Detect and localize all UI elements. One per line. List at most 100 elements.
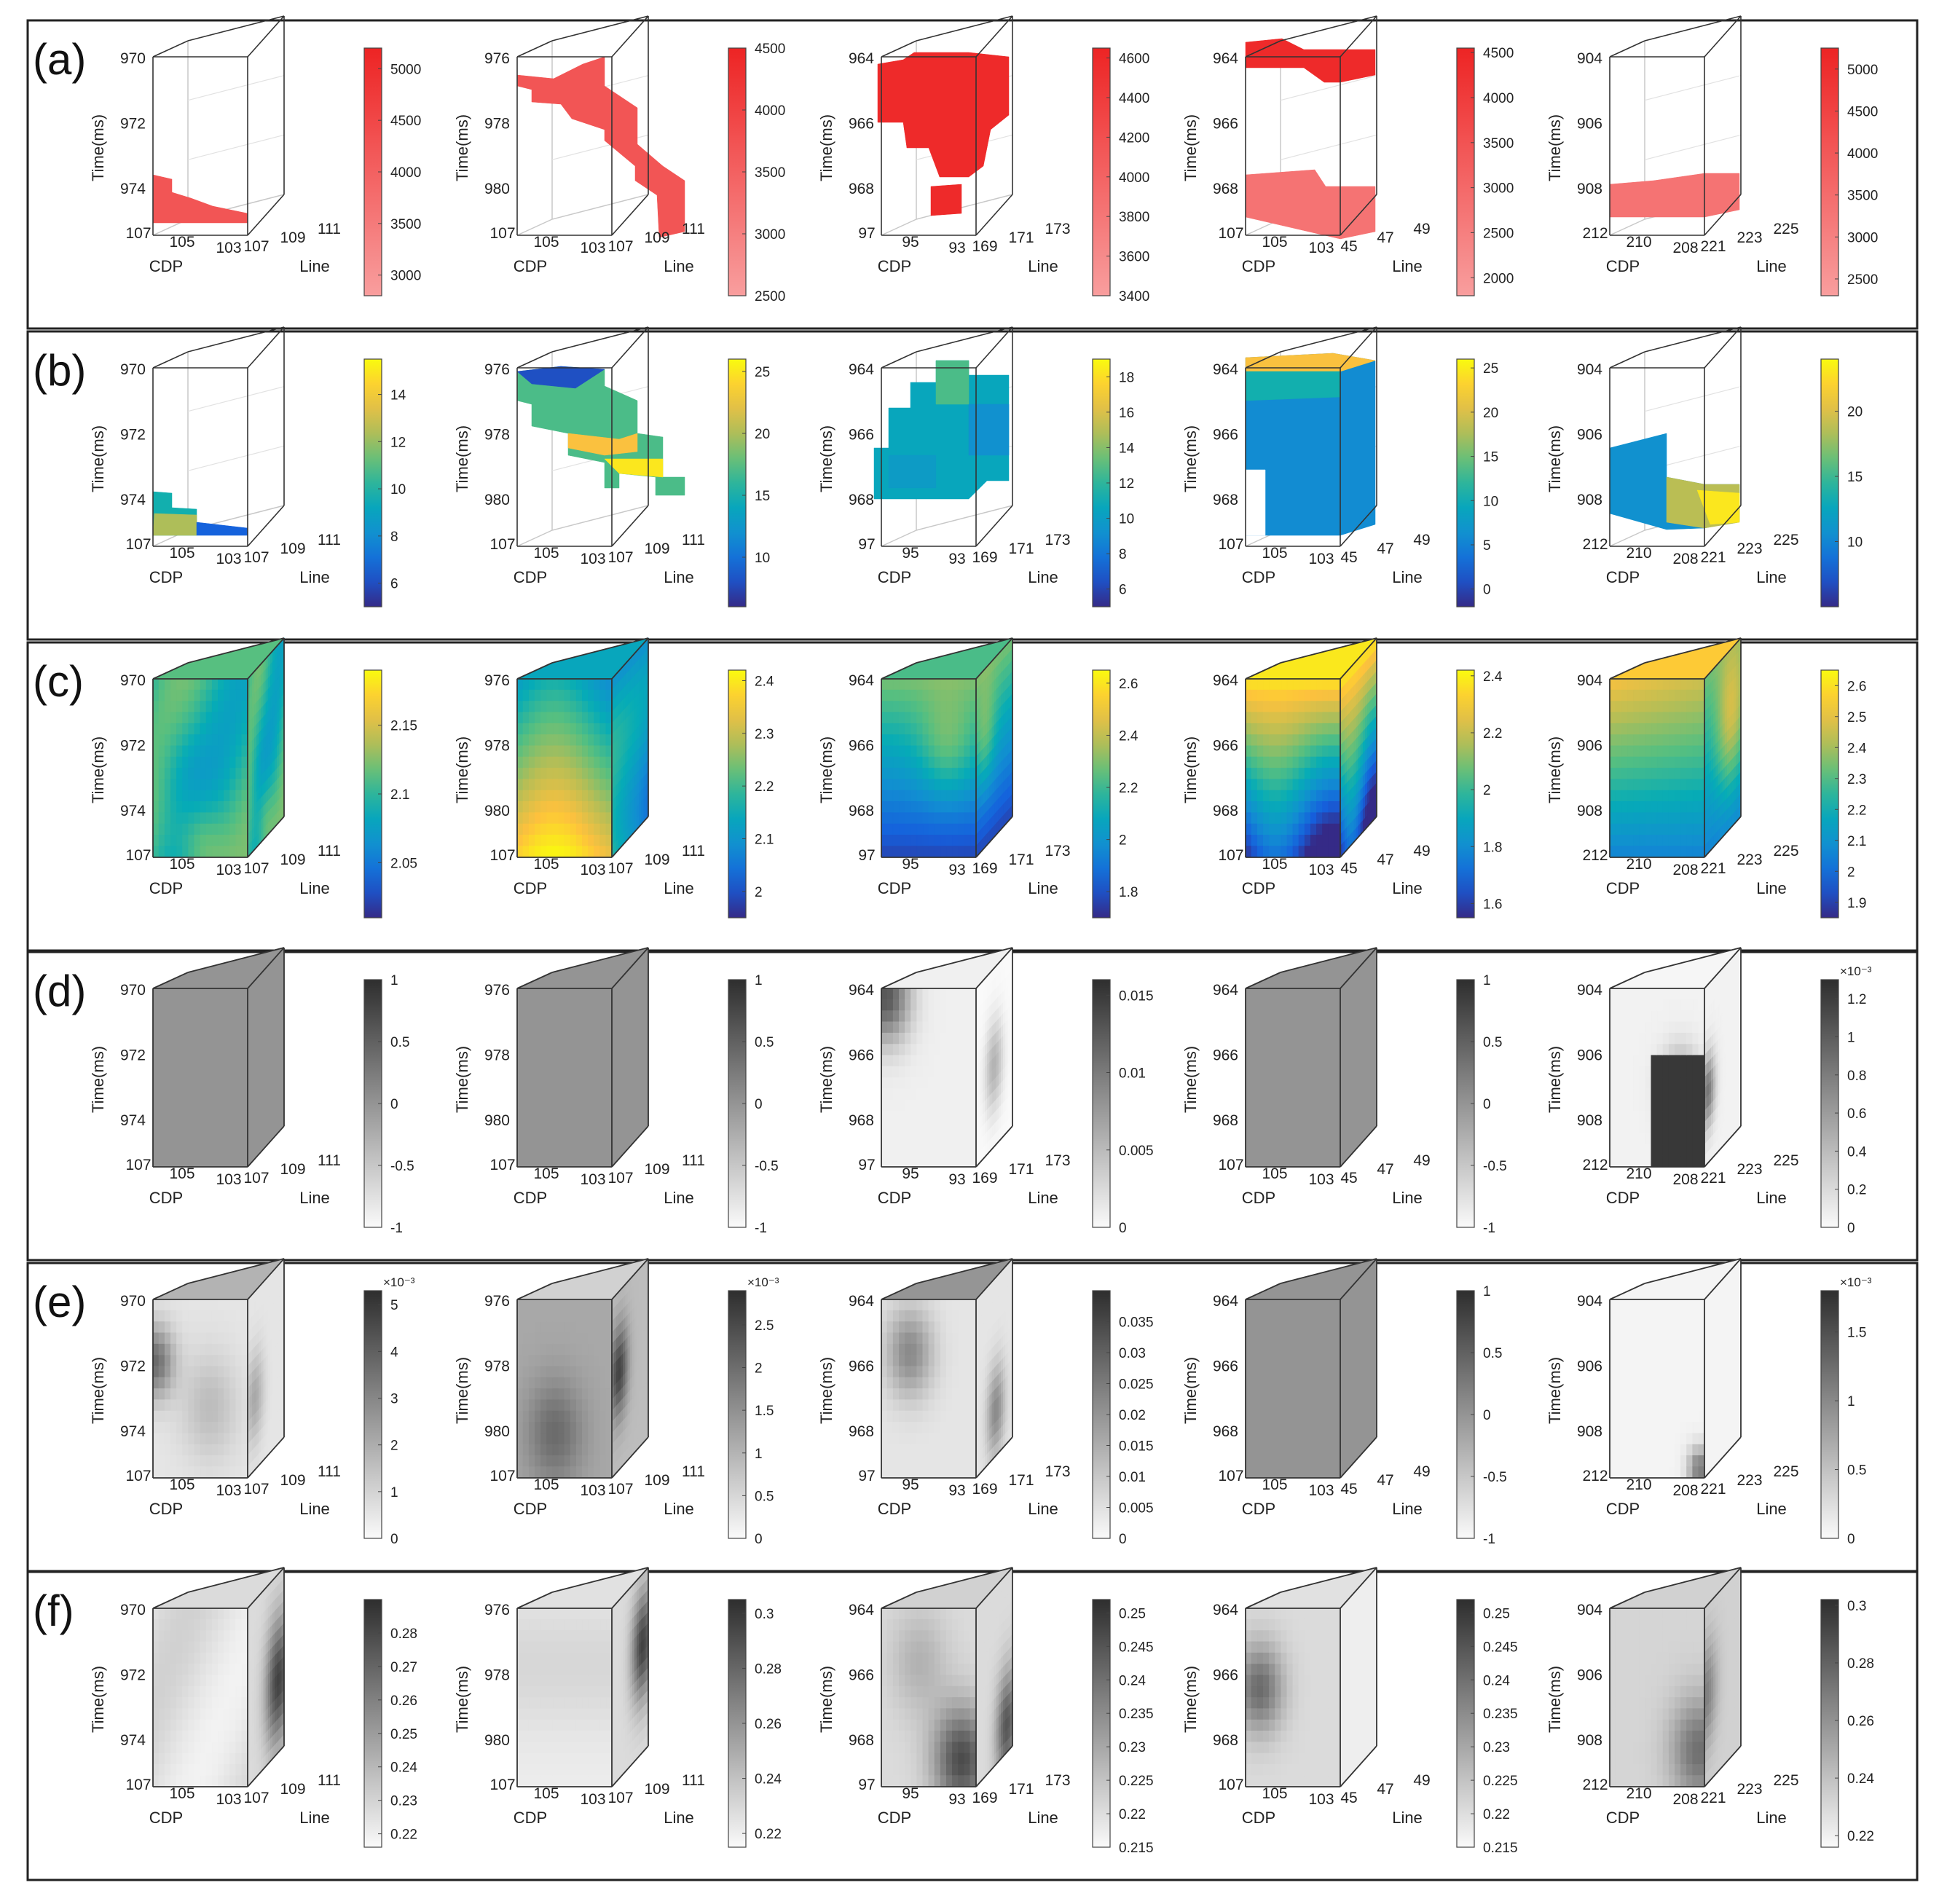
colorbar-tick-label: 1 [390, 973, 398, 988]
volume-cell [1680, 712, 1688, 724]
volume-cell [958, 689, 965, 701]
volume-cell [892, 800, 900, 814]
geobody-top [1245, 38, 1376, 83]
cube-hidden-edge [551, 194, 649, 220]
volume-cell [1322, 723, 1329, 735]
volume-cell [1275, 768, 1282, 780]
volume-cell [1615, 678, 1622, 691]
volume-cell [516, 768, 524, 780]
volume-cell [945, 723, 953, 735]
time-tick-label: 972 [120, 1358, 146, 1374]
volume-cell [188, 689, 195, 701]
cdp-tick-label: 210 [1626, 545, 1651, 562]
volume-cell [958, 1077, 965, 1090]
volume-cell [235, 1343, 243, 1356]
volume-cell [1680, 790, 1688, 802]
cube-edge [1245, 40, 1281, 58]
volume-cell [1251, 834, 1258, 847]
colorbar-tick-label: 1 [755, 973, 763, 988]
volume-cell [964, 689, 971, 701]
volume-cell [958, 1099, 965, 1112]
volume-cell [564, 734, 571, 747]
volume-cell [217, 1388, 224, 1401]
volume-cell [581, 712, 589, 724]
volume-cell [905, 678, 912, 691]
volume-cell [522, 834, 530, 847]
geobody-face [1609, 173, 1740, 218]
volume-cell [1698, 1144, 1705, 1157]
colorbar-scale [1456, 47, 1475, 296]
volume-cell [1609, 812, 1616, 825]
volume-cell [605, 701, 613, 713]
volume-cell [229, 756, 237, 768]
volume-cell [229, 1399, 237, 1412]
volume-cell [886, 823, 894, 835]
volume-cell [1322, 745, 1329, 758]
volume-cell [905, 745, 912, 758]
volume-cell [1286, 756, 1294, 768]
time-tick-label: 966 [849, 737, 874, 754]
volume-cell [200, 823, 207, 835]
volume-cell [892, 1066, 900, 1078]
volume-cell [881, 779, 888, 791]
volume-cell [194, 1399, 201, 1412]
time-tick-label: 904 [1577, 361, 1602, 378]
volume-cell [1275, 834, 1282, 847]
volume-cell [1275, 800, 1282, 814]
volume-cell [588, 745, 595, 758]
volume-cell [945, 846, 953, 858]
cdp-tick-label: 107 [1218, 1157, 1243, 1173]
volume-cell [922, 689, 929, 701]
volume-cell [886, 723, 894, 735]
volume-cell [1662, 823, 1669, 835]
volume-cell [910, 712, 918, 724]
volume-cell [564, 723, 571, 735]
volume-cell [1668, 745, 1675, 758]
volume-cell [881, 1055, 888, 1067]
volume-cell [224, 790, 231, 802]
colorbar-tick-label: 2 [755, 885, 763, 900]
volume-cell [1334, 846, 1341, 858]
volume-cell [1262, 834, 1270, 847]
volume-cell [1633, 800, 1640, 814]
volume-cell [528, 689, 535, 701]
volume-cell [1298, 846, 1305, 858]
volume-cell [898, 1010, 905, 1023]
volume-cell [158, 1433, 165, 1445]
volume-cell [905, 1032, 912, 1045]
volume-cell [881, 734, 888, 747]
volume-cell [1334, 779, 1341, 791]
volume-cell [1310, 723, 1317, 735]
volume-cell [1269, 779, 1276, 791]
volume-cell [528, 734, 535, 747]
volume-cell [1322, 756, 1329, 768]
volume-cell [945, 1155, 953, 1168]
volume-cell [952, 800, 959, 814]
geobody-band [516, 366, 605, 389]
volume-cell [892, 1088, 900, 1101]
volume-cell [205, 800, 213, 814]
colorbar-tick-label: 0.01 [1119, 1066, 1146, 1082]
volume-cell [164, 1388, 171, 1401]
volume-cell [170, 1321, 177, 1334]
volume-cell [194, 1332, 201, 1345]
line-tick-label: 49 [1413, 221, 1430, 237]
volume-cell [1286, 734, 1294, 747]
volume-cell [534, 756, 541, 768]
volume-cell [235, 812, 243, 825]
volume-cell [1662, 800, 1669, 814]
volume-cell [182, 734, 189, 747]
volume-cell [1627, 1144, 1634, 1157]
volume-cell [1310, 756, 1317, 768]
volume-cell [1281, 723, 1288, 735]
volume-cell [605, 689, 613, 701]
volume-cell [1256, 812, 1264, 825]
volume-cell [958, 745, 965, 758]
volume-cell [945, 1122, 953, 1134]
colorbar-tick-label: 2.3 [1847, 772, 1866, 787]
volume-cell [1674, 1066, 1681, 1078]
volume-cell [581, 812, 589, 825]
volume-cell [1633, 1110, 1640, 1123]
volume-cell [1645, 988, 1652, 1000]
